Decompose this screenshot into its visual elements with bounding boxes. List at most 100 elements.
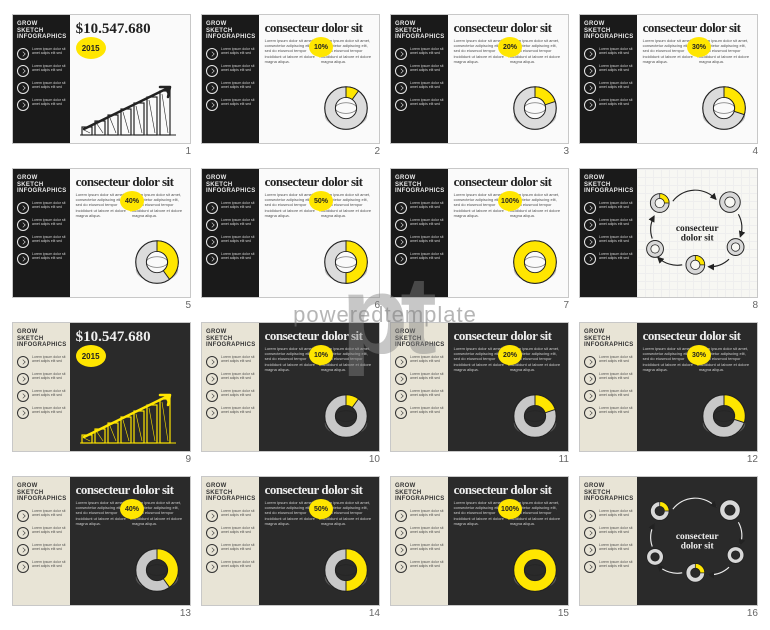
ring-icon [395,253,407,265]
sidebar-item: Lorem ipsum dolor sit amet adipis elit s… [395,48,444,60]
svg-text:dolor sit: dolor sit [680,233,714,243]
slide-title: consecteur dolor sit [454,175,562,188]
slide-thumbnail[interactable]: GROW SKETCH INFOGRAPHICS Lorem ipsum dol… [201,476,380,606]
sidebar-item-text: Lorem ipsum dolor sit amet adipis elit s… [410,544,444,552]
body-col-1: Lorem ipsum dolor sit amet, consectetur … [76,192,128,218]
percent-bubble: 50% [309,499,333,519]
price-value: $10.547.680 [76,329,184,346]
slide-main: $10.547.680 2015 [70,323,190,451]
slide-thumbnail[interactable]: GROW SKETCH INFOGRAPHICS Lorem ipsum dol… [390,322,569,452]
slide-thumbnail[interactable]: GROW SKETCH INFOGRAPHICS Lorem ipsum dol… [579,322,758,452]
cycle-diagram: consecteur dolor sit [641,481,753,601]
sidebar-item: Lorem ipsum dolor sit amet adipis elit s… [206,82,255,94]
sidebar-item-text: Lorem ipsum dolor sit amet adipis elit s… [599,373,633,381]
sidebar-item-text: Lorem ipsum dolor sit amet adipis elit s… [221,544,255,552]
ring-icon [17,561,29,573]
year-bubble: 2015 [76,37,106,59]
ring-icon [206,48,218,60]
sidebar-item: Lorem ipsum dolor sit amet adipis elit s… [206,561,255,573]
ring-icon [206,99,218,111]
slide-cell: GROW SKETCH INFOGRAPHICS Lorem ipsum dol… [390,476,569,620]
sidebar-item: Lorem ipsum dolor sit amet adipis elit s… [395,99,444,111]
slide-thumbnail[interactable]: GROW SKETCH INFOGRAPHICS Lorem ipsum dol… [579,14,758,144]
ring-icon [206,202,218,214]
slide-main: consecteur dolor sit Lorem ipsum dolor s… [70,169,190,297]
ring-icon [584,356,596,368]
percent-bubble: 50% [309,191,333,211]
ring-icon [395,510,407,522]
slide-sidebar: GROW SKETCH INFOGRAPHICS Lorem ipsum dol… [13,477,70,605]
sidebar-item-text: Lorem ipsum dolor sit amet adipis elit s… [32,219,66,227]
slide-number: 10 [201,452,380,466]
sidebar-item-text: Lorem ipsum dolor sit amet adipis elit s… [221,236,255,244]
donut-chart [506,81,564,139]
sidebar-item-text: Lorem ipsum dolor sit amet adipis elit s… [599,236,633,244]
slide-sidebar: GROW SKETCH INFOGRAPHICS Lorem ipsum dol… [202,323,259,451]
svg-text:dolor sit: dolor sit [680,541,714,551]
ring-icon [395,390,407,402]
slide-sidebar: GROW SKETCH INFOGRAPHICS Lorem ipsum dol… [202,477,259,605]
sidebar-item-text: Lorem ipsum dolor sit amet adipis elit s… [599,390,633,398]
ring-icon [17,544,29,556]
slide-thumbnail[interactable]: GROW SKETCH INFOGRAPHICS Lorem ipsum dol… [390,476,569,606]
percent-bubble: 10% [309,37,333,57]
slide-cell: GROW SKETCH INFOGRAPHICS Lorem ipsum dol… [201,168,380,312]
sidebar-item-text: Lorem ipsum dolor sit amet adipis elit s… [221,65,255,73]
slide-cell: GROW SKETCH INFOGRAPHICS Lorem ipsum dol… [12,322,191,466]
percent-bubble: 100% [498,191,522,211]
sidebar-item-text: Lorem ipsum dolor sit amet adipis elit s… [599,561,633,569]
slide-sidebar: GROW SKETCH INFOGRAPHICS Lorem ipsum dol… [391,15,448,143]
sidebar-item: Lorem ipsum dolor sit amet adipis elit s… [17,202,66,214]
slide-thumbnail[interactable]: GROW SKETCH INFOGRAPHICS Lorem ipsum dol… [201,322,380,452]
sidebar-item-text: Lorem ipsum dolor sit amet adipis elit s… [410,253,444,261]
ring-icon [584,219,596,231]
slide-thumbnail[interactable]: GROW SKETCH INFOGRAPHICS Lorem ipsum dol… [201,168,380,298]
sidebar-item-text: Lorem ipsum dolor sit amet adipis elit s… [32,236,66,244]
slide-thumbnail[interactable]: GROW SKETCH INFOGRAPHICS Lorem ipsum dol… [390,14,569,144]
sidebar-item-text: Lorem ipsum dolor sit amet adipis elit s… [32,373,66,381]
slide-title: consecteur dolor sit [265,175,373,188]
sidebar-title: GROW SKETCH INFOGRAPHICS [584,175,633,195]
sidebar-item: Lorem ipsum dolor sit amet adipis elit s… [584,48,633,60]
slide-cell: GROW SKETCH INFOGRAPHICS Lorem ipsum dol… [579,322,758,466]
slide-thumbnail[interactable]: GROW SKETCH INFOGRAPHICS Lorem ipsum dol… [12,168,191,298]
slide-main: consecteur dolor sit Lorem ipsum dolor s… [259,477,379,605]
slide-thumbnail[interactable]: GROW SKETCH INFOGRAPHICS Lorem ipsum dol… [12,476,191,606]
slide-thumbnail[interactable]: GROW SKETCH INFOGRAPHICS Lorem ipsum dol… [201,14,380,144]
sidebar-item-text: Lorem ipsum dolor sit amet adipis elit s… [32,510,66,518]
sidebar-item: Lorem ipsum dolor sit amet adipis elit s… [17,356,66,368]
slide-thumbnail[interactable]: GROW SKETCH INFOGRAPHICS Lorem ipsum dol… [579,168,758,298]
ring-icon [206,390,218,402]
percent-bubble: 100% [498,499,522,519]
sidebar-item: Lorem ipsum dolor sit amet adipis elit s… [206,356,255,368]
sidebar-title: GROW SKETCH INFOGRAPHICS [395,483,444,503]
slide-number: 12 [579,452,758,466]
slide-thumbnail[interactable]: GROW SKETCH INFOGRAPHICS Lorem ipsum dol… [12,322,191,452]
sidebar-item: Lorem ipsum dolor sit amet adipis elit s… [584,510,633,522]
sidebar-item: Lorem ipsum dolor sit amet adipis elit s… [584,82,633,94]
slide-thumbnail[interactable]: GROW SKETCH INFOGRAPHICS Lorem ipsum dol… [579,476,758,606]
sidebar-item: Lorem ipsum dolor sit amet adipis elit s… [395,544,444,556]
sidebar-item: Lorem ipsum dolor sit amet adipis elit s… [395,236,444,248]
donut-chart [317,543,375,601]
body-col-1: Lorem ipsum dolor sit amet, consectetur … [454,192,506,218]
slide-sidebar: GROW SKETCH INFOGRAPHICS Lorem ipsum dol… [13,323,70,451]
sidebar-item: Lorem ipsum dolor sit amet adipis elit s… [17,236,66,248]
sidebar-title: GROW SKETCH INFOGRAPHICS [17,483,66,503]
slide-cell: GROW SKETCH INFOGRAPHICS Lorem ipsum dol… [201,322,380,466]
ring-icon [17,356,29,368]
ring-icon [17,48,29,60]
ring-icon [17,65,29,77]
sidebar-item-text: Lorem ipsum dolor sit amet adipis elit s… [221,561,255,569]
slide-cell: GROW SKETCH INFOGRAPHICS Lorem ipsum dol… [390,168,569,312]
ring-icon [17,373,29,385]
slide-thumbnail[interactable]: GROW SKETCH INFOGRAPHICS Lorem ipsum dol… [12,14,191,144]
sidebar-item-text: Lorem ipsum dolor sit amet adipis elit s… [599,202,633,210]
slide-thumbnail[interactable]: GROW SKETCH INFOGRAPHICS Lorem ipsum dol… [390,168,569,298]
sidebar-item: Lorem ipsum dolor sit amet adipis elit s… [395,202,444,214]
sidebar-item-text: Lorem ipsum dolor sit amet adipis elit s… [221,219,255,227]
ring-icon [584,48,596,60]
sidebar-item: Lorem ipsum dolor sit amet adipis elit s… [206,202,255,214]
slide-main: consecteur dolor sit Lorem ipsum dolor s… [448,323,568,451]
slide-main: consecteur dolor sit Lorem ipsum dolor s… [259,15,379,143]
